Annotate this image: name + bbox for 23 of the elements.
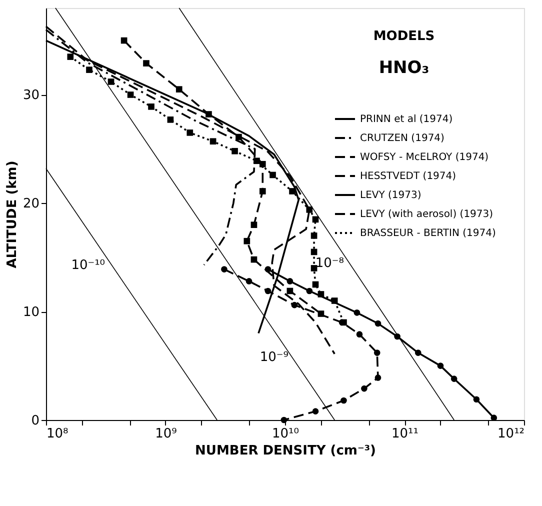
y-tick-label: 30: [22, 88, 40, 104]
annotation: 10⁻¹⁰: [71, 258, 106, 273]
x-axis-title: NUMBER DENSITY (cm⁻³): [195, 444, 376, 458]
annotation: 10⁻⁹: [260, 350, 288, 366]
x-tick-label: 10¹²: [498, 426, 524, 442]
legend-label: CRUTZEN (1974): [360, 133, 445, 144]
y-tick-label: 20: [22, 196, 40, 212]
x-tick-label: 10⁸: [46, 426, 68, 442]
legend-label: HESSTVEDT (1974): [360, 171, 456, 182]
x-tick-label: 10⁹: [155, 426, 177, 442]
text: MODELS: [373, 29, 435, 44]
text: HNO₃: [378, 58, 430, 78]
y-axis-title: ALTITUDE (km): [4, 160, 20, 268]
y-tick-label: 0: [31, 414, 40, 428]
x-tick-label: 10¹¹: [392, 426, 418, 442]
legend-label: BRASSEUR - BERTIN (1974): [360, 228, 496, 239]
legend-label: LEVY (1973): [360, 190, 422, 201]
legend-label: WOFSY - McELROY (1974): [360, 152, 489, 163]
y-tick-label: 10: [22, 305, 40, 320]
annotation: 10⁻⁸: [315, 256, 344, 271]
legend-label: PRINN et al (1974): [360, 114, 453, 125]
x-tick-label: 10¹⁰: [272, 426, 299, 442]
legend-label: LEVY (with aerosol) (1973): [360, 209, 494, 220]
